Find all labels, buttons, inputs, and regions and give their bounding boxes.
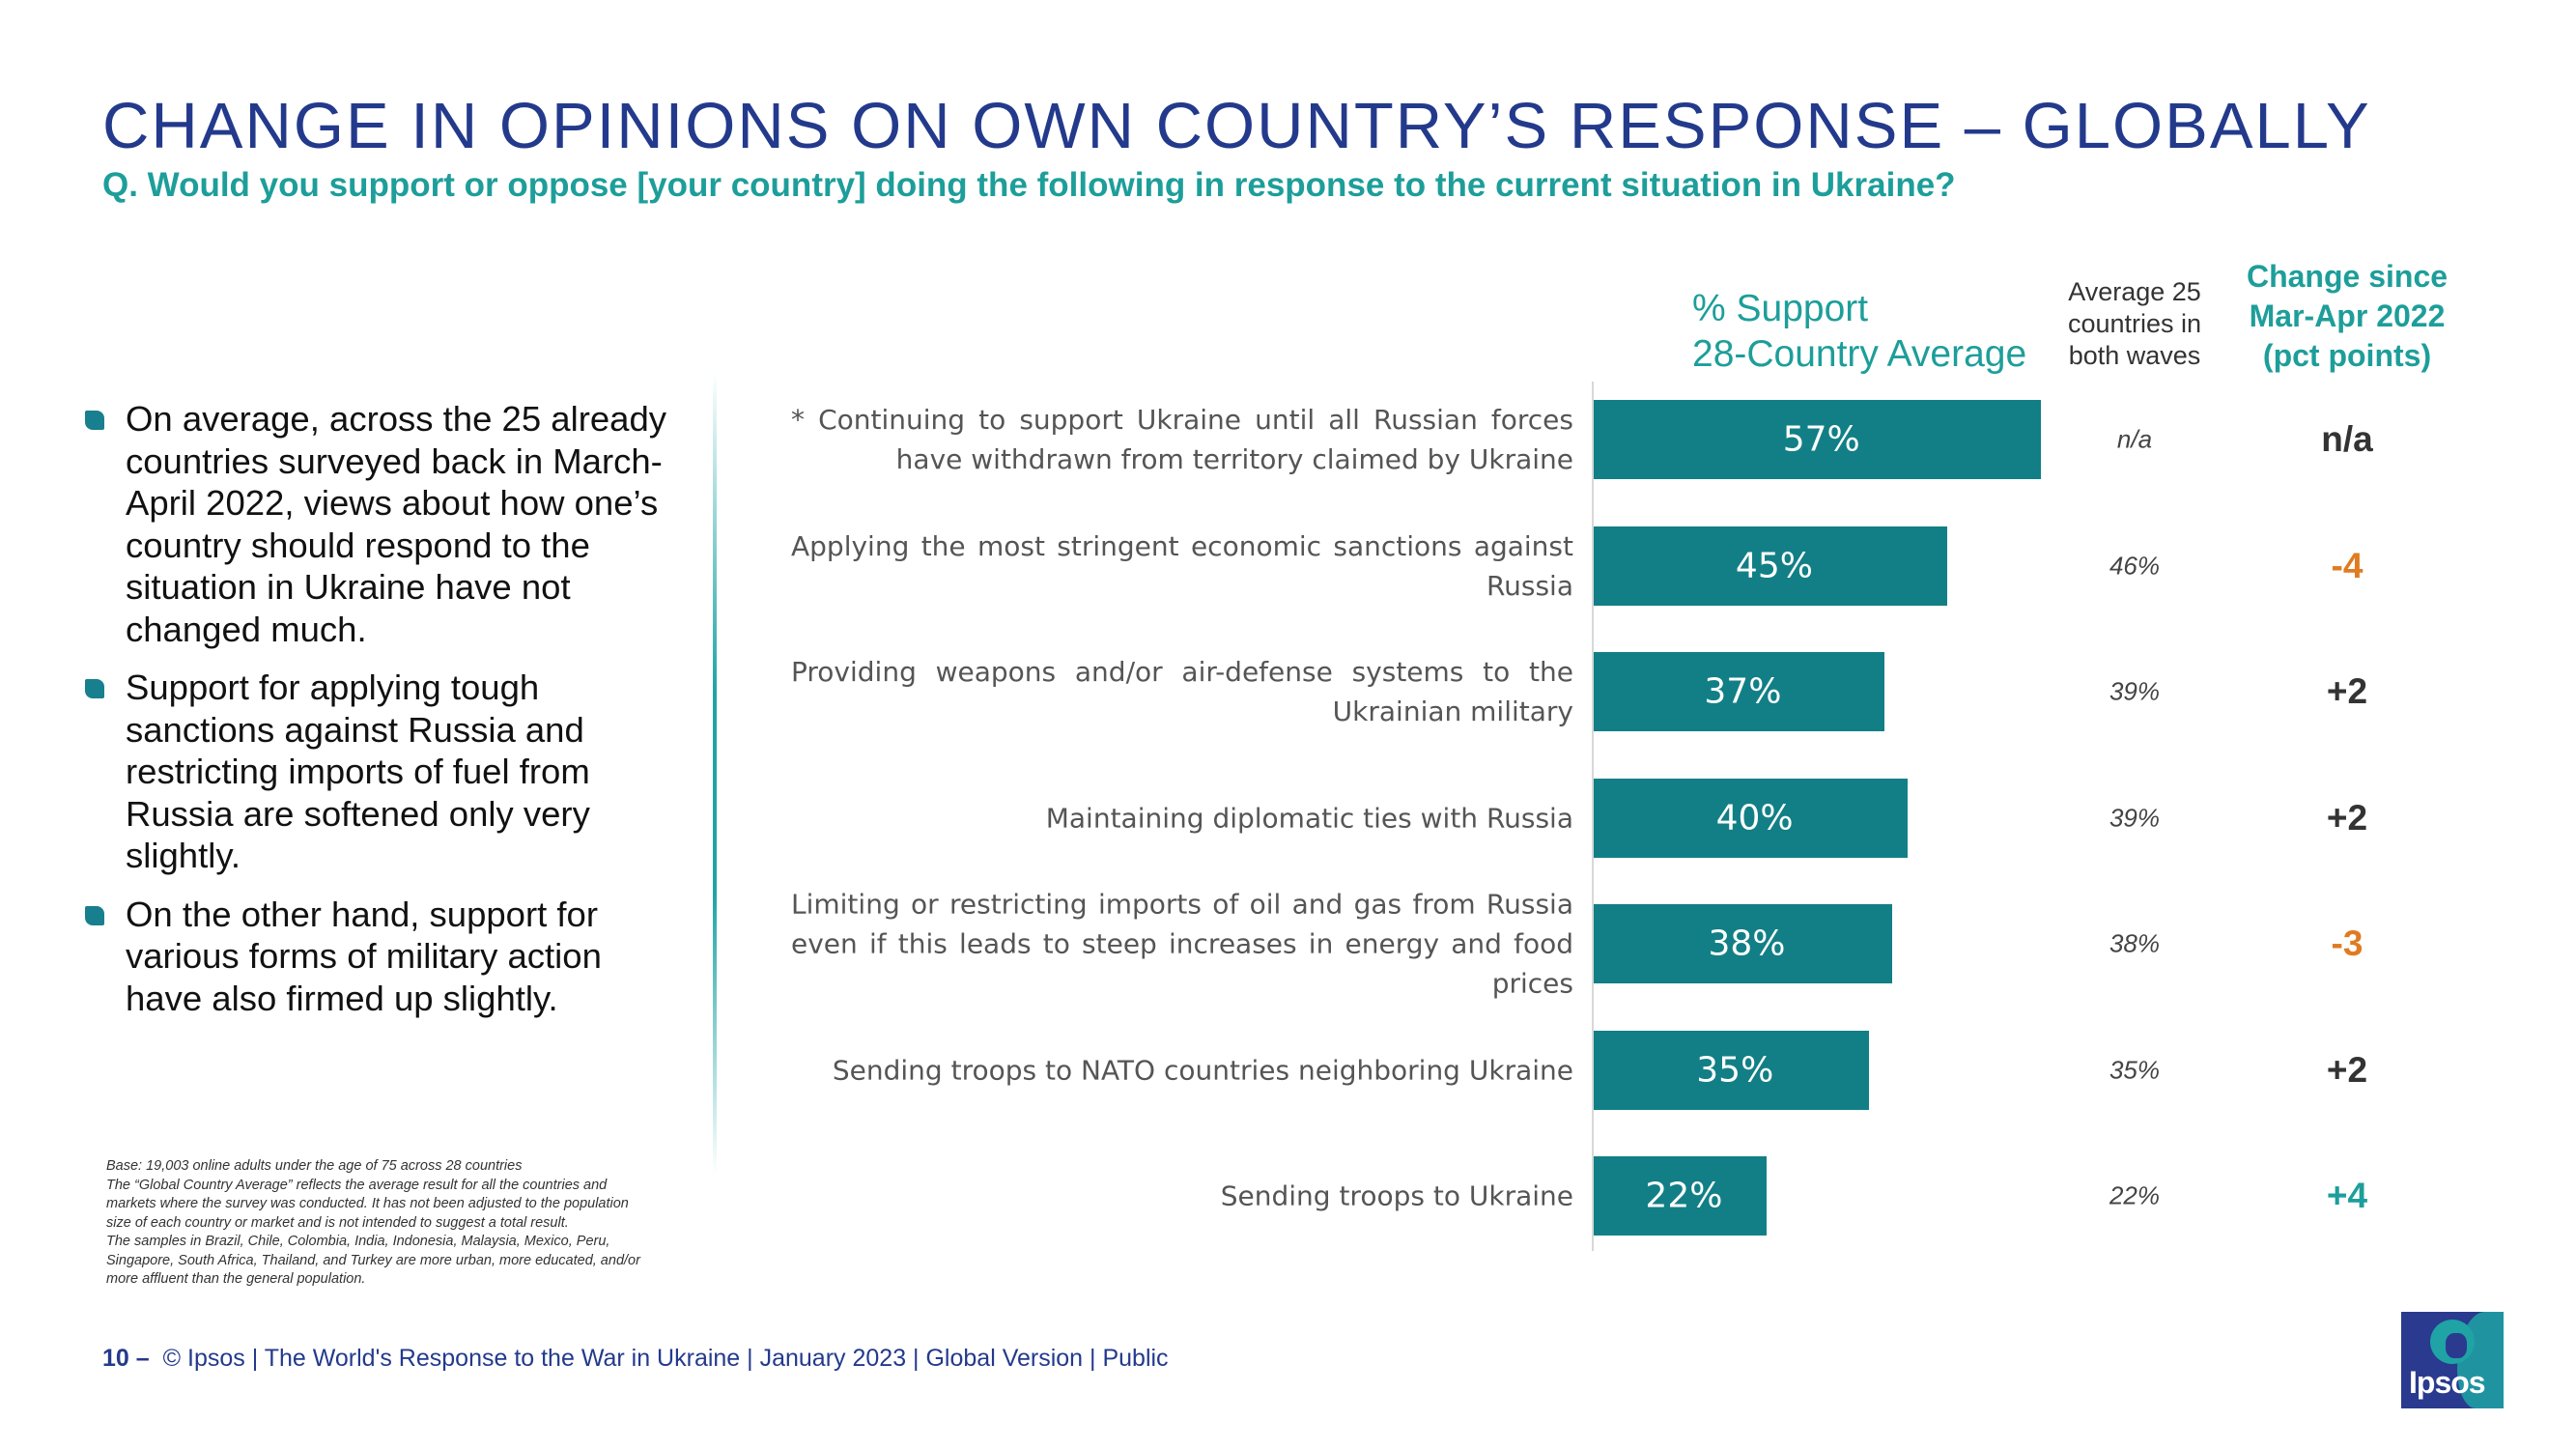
bar [1594, 526, 1947, 606]
change-header-line: (pct points) [2262, 338, 2432, 373]
support-header-line: 28-Country Average [1692, 333, 2027, 375]
category-label: Providing weapons and/or air-defense sys… [791, 656, 1573, 727]
footnote-base: Base: 19,003 online adults under the age… [106, 1158, 523, 1174]
average-25-value: 39% [2109, 803, 2161, 832]
change-value: +2 [2326, 797, 2368, 838]
average-header-line: countries in [2067, 309, 2202, 338]
bar-value-label: 57% [1782, 419, 1860, 460]
ipsos-logo: Ipsos [2401, 1312, 2504, 1408]
logo-wordmark: Ipsos [2409, 1365, 2486, 1400]
chart-row: Providing weapons and/or air-defense sys… [0, 643, 2576, 740]
change-value: +2 [2326, 671, 2368, 711]
category-label: Maintaining diplomatic ties with Russia [1045, 802, 1573, 834]
bar-value-label: 45% [1735, 546, 1813, 585]
average-column-header: Average 25 countries in both waves [2062, 276, 2207, 372]
bar [1594, 904, 1892, 983]
bullet-icon [85, 905, 104, 925]
average-header-line: both waves [2068, 341, 2201, 370]
average-25-value: 22% [2109, 1180, 2161, 1210]
chart-row: * Continuing to support Ukraine until al… [0, 391, 2576, 488]
finding-item: Support for applying tough sanctions aga… [85, 667, 684, 877]
change-header-line: Mar-Apr 2022 [2249, 298, 2446, 333]
finding-item: On the other hand, support for various f… [85, 894, 684, 1020]
support-header-line: % Support [1692, 288, 1869, 329]
bar-value-label: 35% [1696, 1050, 1774, 1090]
chart-axis-line [1592, 382, 1594, 1251]
chart-row: Sending troops to Ukraine 22% 22% +4 [0, 1148, 2576, 1244]
bar [1594, 400, 2042, 479]
page-title: CHANGE IN OPINIONS ON OWN COUNTRY’S RESP… [102, 90, 2371, 162]
change-value: +4 [2326, 1176, 2368, 1215]
change-value: n/a [2321, 419, 2373, 459]
vertical-divider [713, 372, 717, 1174]
key-findings-list: On average, across the 25 already countr… [85, 398, 684, 1036]
footnote: Base: 19,003 online adults under the age… [106, 1157, 647, 1290]
change-value: -4 [2331, 545, 2364, 585]
bar [1594, 778, 1909, 858]
bar [1594, 1156, 1767, 1236]
average-25-value: 46% [2109, 551, 2161, 580]
chart-row: Maintaining diplomatic ties with Russia 4… [0, 770, 2576, 867]
average-25-value: n/a [2116, 424, 2153, 454]
finding-text: On average, across the 25 already countr… [126, 399, 666, 649]
page-footer: 10 – © Ipsos | The World's Response to th… [102, 1345, 1169, 1373]
footnote-sample-note: The samples in Brazil, Chile, Colombia, … [106, 1234, 640, 1287]
chart-row: Applying the most stringent economic san… [0, 518, 2576, 614]
footnote-average-note: The “Global Country Average” reflects th… [106, 1177, 629, 1231]
bar-value-label: 40% [1715, 798, 1794, 838]
change-value: +2 [2326, 1049, 2368, 1090]
bar-value-label: 22% [1645, 1176, 1723, 1216]
page-number: 10 – [102, 1345, 150, 1372]
average-25-value: 39% [2109, 676, 2161, 706]
survey-question: Q. Would you support or oppose [your cou… [102, 166, 1956, 204]
category-label: * Continuing to support Ukraine until al… [791, 404, 1573, 475]
footer-text: © Ipsos | The World's Response to the Wa… [162, 1345, 1169, 1372]
finding-item: On average, across the 25 already countr… [85, 398, 684, 650]
bullet-icon [85, 679, 104, 698]
chart-row: Limiting or restricting imports of oil a… [0, 889, 2576, 1000]
change-column-header: Change since Mar-Apr 2022 (pct points) [2222, 257, 2473, 376]
bar [1594, 652, 1884, 731]
bar-value-label: 38% [1708, 923, 1786, 964]
category-label: Limiting or restricting imports of oil a… [791, 888, 1573, 1000]
change-header-line: Change since [2246, 259, 2449, 294]
bar [1594, 1030, 1869, 1110]
change-value: -3 [2331, 923, 2364, 963]
average-header-line: Average 25 [2068, 277, 2201, 306]
category-label: Sending troops to Ukraine [1220, 1179, 1573, 1212]
support-column-header: % Support 28-Country Average [1692, 286, 2026, 377]
bullet-icon [85, 411, 104, 430]
bar-value-label: 37% [1704, 671, 1782, 712]
average-25-value: 35% [2109, 1055, 2161, 1084]
category-label: Sending troops to NATO countries neighbo… [832, 1054, 1573, 1086]
finding-text: On the other hand, support for various f… [126, 894, 602, 1018]
finding-text: Support for applying tough sanctions aga… [126, 668, 590, 875]
category-label: Applying the most stringent economic san… [791, 529, 1573, 602]
chart-row: Sending troops to NATO countries neighbo… [0, 1022, 2576, 1119]
logo-swirl-inner [2446, 1333, 2467, 1358]
average-25-value: 38% [2109, 928, 2161, 958]
